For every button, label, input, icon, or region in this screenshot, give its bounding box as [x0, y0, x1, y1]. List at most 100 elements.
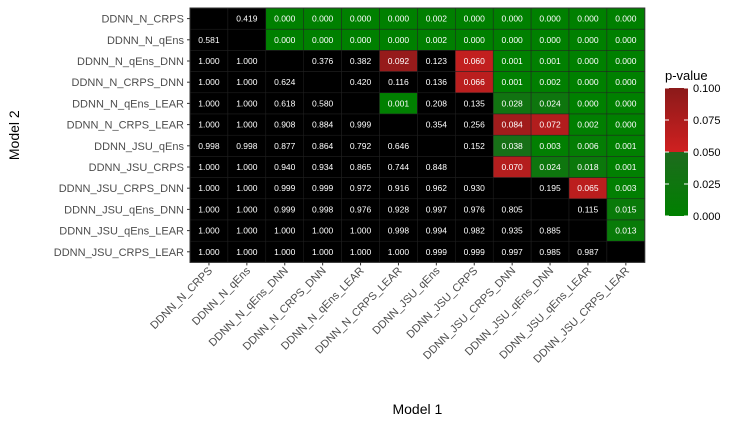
- cell-value-label: 0.000: [502, 35, 524, 45]
- cell-value-label: 0.000: [615, 35, 637, 45]
- cell-value-label: 0.000: [312, 14, 334, 24]
- cell-value-label: 1.000: [198, 247, 220, 257]
- cell-value-label: 0.066: [464, 77, 486, 87]
- cell-value-label: 0.987: [577, 247, 599, 257]
- cell-value-label: 0.000: [615, 56, 637, 66]
- cell-value-label: 1.000: [198, 56, 220, 66]
- cell-value-label: 0.935: [502, 226, 524, 236]
- cell-value-label: 0.028: [502, 98, 524, 108]
- y-axis-ticks: DDNN_N_CRPS DDNN_N_qEns DDNN_N_qEns_DNN DDN…: [54, 14, 190, 259]
- cell-value-label: 1.000: [350, 247, 372, 257]
- cell-value-label: 0.000: [388, 14, 410, 24]
- cell-value-label: 0.001: [388, 98, 410, 108]
- y-axis-title: Model 2: [6, 110, 22, 160]
- x-tick-label: DDNN_JSU_qEns: [370, 265, 442, 337]
- cell-value-label: 0.376: [312, 56, 334, 66]
- cell-value-label: 0.000: [577, 77, 599, 87]
- cell-value-label: 0.000: [615, 14, 637, 24]
- cell-value-label: 1.000: [236, 204, 258, 214]
- cell-value-label: 0.646: [388, 141, 410, 151]
- heatmap-cell: [492, 177, 532, 200]
- heatmap-cells: [189, 7, 646, 263]
- cell-value-label: 0.848: [426, 162, 448, 172]
- cell-value-label: 0.976: [350, 204, 372, 214]
- cell-value-label: 0.382: [350, 56, 372, 66]
- y-tick-label: DDNN_N_CRPS: [101, 14, 184, 26]
- cell-value-label: 0.618: [274, 98, 296, 108]
- cell-value-label: 0.000: [312, 35, 334, 45]
- legend-colorbar-high: [665, 88, 688, 152]
- cell-value-label: 0.000: [577, 35, 599, 45]
- cell-value-label: 0.580: [312, 98, 334, 108]
- cell-value-label: 0.998: [388, 226, 410, 236]
- cell-value-label: 0.135: [464, 98, 486, 108]
- cell-value-label: 0.419: [236, 14, 258, 24]
- cell-value-label: 0.998: [236, 141, 258, 151]
- legend-tick-label: 0.000: [693, 211, 721, 223]
- cell-value-label: 0.908: [274, 120, 296, 130]
- cell-value-label: 0.038: [502, 141, 524, 151]
- cell-value-label: 0.885: [539, 226, 561, 236]
- cell-value-label: 0.884: [312, 120, 334, 130]
- cell-value-label: 0.998: [312, 204, 334, 214]
- cell-value-label: 0.934: [312, 162, 334, 172]
- cell-value-label: 0.744: [388, 162, 410, 172]
- cell-value-label: 1.000: [198, 120, 220, 130]
- cell-value-label: 1.000: [198, 77, 220, 87]
- cell-value-label: 0.024: [539, 162, 561, 172]
- cell-value-label: 0.084: [502, 120, 524, 130]
- y-tick-label: DDNN_JSU_qEns_LEAR: [59, 226, 184, 238]
- legend-ticks: 0.000 0.025 0.050 0.075 0.100: [665, 83, 721, 223]
- heatmap-cell: [341, 92, 380, 115]
- cell-value-label: 1.000: [198, 226, 220, 236]
- y-tick-label: DDNN_JSU_CRPS_DNN: [59, 183, 184, 195]
- cell-value-label: 0.065: [577, 183, 599, 193]
- cell-value-label: 0.015: [615, 204, 637, 214]
- x-axis-title: Model 1: [392, 401, 442, 417]
- cell-value-label: 1.000: [198, 204, 220, 214]
- y-tick-label: DDNN_JSU_CRPS: [89, 162, 184, 174]
- heatmap-cell: [189, 7, 229, 30]
- cell-value-label: 0.805: [502, 204, 524, 214]
- cell-value-label: 0.930: [464, 183, 486, 193]
- cell-value-label: 0.999: [350, 120, 372, 130]
- cell-value-label: 0.999: [312, 183, 334, 193]
- cell-value-label: 0.195: [539, 183, 561, 193]
- cell-value-label: 0.865: [350, 162, 372, 172]
- cell-value-label: 1.000: [236, 247, 258, 257]
- cell-value-label: 1.000: [312, 226, 334, 236]
- cell-value-label: 1.000: [198, 98, 220, 108]
- cell-value-label: 0.982: [464, 226, 486, 236]
- cell-value-label: 0.072: [539, 120, 561, 130]
- cell-value-label: 0.116: [388, 77, 409, 87]
- cell-value-label: 0.000: [502, 14, 524, 24]
- cell-value-label: 0.000: [539, 35, 561, 45]
- cell-value-label: 0.999: [274, 183, 296, 193]
- cell-value-label: 0.994: [426, 226, 448, 236]
- cell-value-label: 0.972: [350, 183, 372, 193]
- cell-value-label: 1.000: [236, 183, 258, 193]
- cell-value-label: 0.420: [350, 77, 372, 87]
- cell-value-label: 0.003: [539, 141, 561, 151]
- cell-value-label: 1.000: [236, 120, 258, 130]
- cell-value-label: 1.000: [274, 247, 296, 257]
- heatmap-cell-labels: 0.419 0.000 0.000 0.000 0.000 0.002 0.000 0.000…: [198, 14, 636, 257]
- cell-value-label: 0.000: [350, 14, 372, 24]
- cell-value-label: 0.003: [615, 183, 637, 193]
- cell-value-label: 0.000: [615, 98, 637, 108]
- x-tick-label: DDNN_N_CRPS: [148, 265, 215, 332]
- legend-title: p-value: [665, 68, 708, 83]
- legend-tick-label: 0.075: [693, 115, 721, 127]
- cell-value-label: 0.001: [615, 141, 637, 151]
- heatmap-cell: [417, 134, 456, 157]
- cell-value-label: 0.962: [426, 183, 448, 193]
- cell-value-label: 0.123: [426, 56, 448, 66]
- x-axis-ticks: DDNN_N_CRPSDDNN_N_qEnsDDNN_N_qEns_DNNDDN…: [148, 262, 632, 366]
- y-tick-label: DDNN_JSU_qEns_DNN: [64, 204, 184, 216]
- legend-tick-label: 0.100: [693, 83, 721, 95]
- y-tick-label: DDNN_N_CRPS_LEAR: [67, 120, 184, 132]
- cell-value-label: 0.624: [274, 77, 296, 87]
- cell-value-label: 0.792: [350, 141, 372, 151]
- cell-value-label: 0.001: [539, 56, 561, 66]
